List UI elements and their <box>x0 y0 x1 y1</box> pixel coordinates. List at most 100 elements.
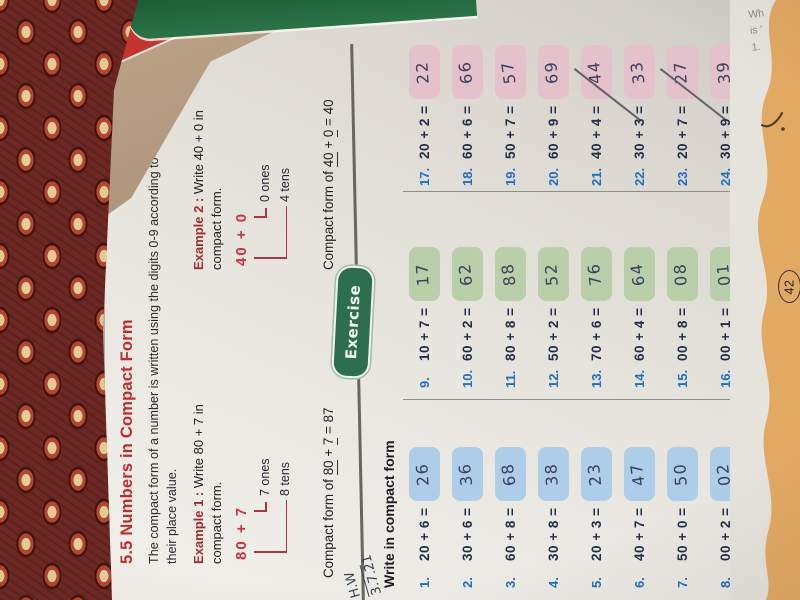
item-number: 7. <box>674 577 690 588</box>
handwritten-answer: 23 <box>583 461 606 488</box>
answer-box: 27 <box>666 45 698 100</box>
exercise-item: 13. 70 + 6 = 76 <box>579 247 613 388</box>
handwritten-answer: 64 <box>626 261 649 288</box>
item-number: 19. <box>502 167 518 186</box>
example-2-instruction: Write 40 + 0 in <box>191 110 206 195</box>
showthrough-text: 1. <box>751 40 762 54</box>
item-expression: 10 + 7 = <box>416 307 432 361</box>
example-1-compact-form-line: Compact form of 80 + 7 = 87 <box>321 407 338 578</box>
handwritten-answer: 33 <box>626 59 649 86</box>
handwritten-answer: 57 <box>497 59 520 86</box>
item-number: 10. <box>459 369 475 388</box>
section-title: 5.5 Numbers in Compact Form <box>118 319 136 564</box>
exercise-item: 19. 50 + 7 = 57 <box>493 45 527 186</box>
compact-result: 40 <box>321 99 336 115</box>
item-number: 11. <box>502 370 518 388</box>
exercise-banner: Exercise <box>333 267 373 377</box>
item-number: 1. <box>416 577 432 588</box>
answer-box: 17 <box>408 247 440 302</box>
handwritten-answer: 47 <box>626 461 649 488</box>
answer-box: 68 <box>494 447 526 502</box>
item-expression: 60 + 9 = <box>545 105 561 159</box>
example-1-instruction-2: compact form. <box>209 481 224 564</box>
answer-box: 62 <box>451 247 483 302</box>
item-expression: 30 + 6 = <box>459 507 475 561</box>
item-expression: 30 + 3 = <box>631 105 647 159</box>
exercise-item: 4. 30 + 8 = 38 <box>536 447 570 588</box>
answer-box: 88 <box>494 247 526 302</box>
item-expression: 00 + 8 = <box>674 307 690 361</box>
exercise-item: 9. 10 + 7 = 17 <box>407 247 441 388</box>
example-2-compact-form-line: Compact form of 40 + 0 = 40 <box>321 99 338 270</box>
page-number: 42 <box>782 279 797 294</box>
exercise-item: 20. 60 + 9 = 69 <box>536 45 570 186</box>
exercise-item: 5. 20 + 3 = 23 <box>579 447 613 588</box>
item-expression: 20 + 7 = <box>674 105 690 159</box>
ones-label: 7 ones <box>258 458 272 496</box>
bracket-line <box>285 206 287 259</box>
exercise-item: 22. 30 + 3 = 33 <box>622 45 656 186</box>
item-number: 21. <box>588 167 604 186</box>
answer-box: 64 <box>623 247 655 302</box>
item-number: 4. <box>545 577 561 588</box>
example-1: Example 1 : Write 80 + 7 in compact form… <box>191 279 309 564</box>
example-1-instruction: Write 80 + 7 in <box>191 404 206 489</box>
bracket-line <box>254 551 287 553</box>
exercise-item: 2. 30 + 6 = 36 <box>450 447 484 588</box>
handwritten-answer: 08 <box>670 262 691 287</box>
equals-sign: = <box>321 426 336 434</box>
answer-box: 36 <box>451 447 483 502</box>
column-divider <box>403 190 739 192</box>
item-expression: 50 + 2 = <box>545 307 561 361</box>
handwritten-answer: 76 <box>583 261 606 288</box>
item-expression: 60 + 2 = <box>459 307 475 361</box>
item-expression: 40 + 4 = <box>588 105 604 159</box>
bracket-line <box>254 257 287 259</box>
item-expression: 20 + 3 = <box>588 507 604 561</box>
item-expression: 20 + 6 = <box>416 507 432 561</box>
handwritten-answer: 38 <box>541 462 562 487</box>
handwritten-answer: 50 <box>670 462 691 487</box>
handwritten-answer: 62 <box>454 261 477 288</box>
tens-label: 4 tens <box>278 167 292 202</box>
handwritten-answer: 88 <box>497 261 520 288</box>
textbook-page: 5.5 Numbers in Compact Form The compact … <box>105 0 745 600</box>
exercise-item: 11. 80 + 8 = 88 <box>493 247 527 388</box>
exercise-item: 23. 20 + 7 = 27 <box>660 45 728 186</box>
exercise-heading: Write in compact form <box>381 440 397 588</box>
answer-box: 33 <box>623 45 655 100</box>
answer-box: 38 <box>537 447 569 502</box>
exercise-item: 10. 60 + 2 = 62 <box>450 247 484 388</box>
answer-box: 26 <box>408 447 440 502</box>
example-2-expression: 40 + 0 <box>233 211 250 266</box>
exercise-item: 12. 50 + 2 = 52 <box>536 247 570 388</box>
item-number: 14. <box>631 369 647 388</box>
exercise-item: 3. 60 + 8 = 68 <box>493 447 527 588</box>
tens-label: 8 tens <box>278 461 292 496</box>
item-expression: 70 + 6 = <box>588 307 604 361</box>
item-expression: 30 + 8 = <box>545 507 561 561</box>
example-2-label: Example 2 : <box>191 197 206 270</box>
compact-ones-value: 7 <box>321 437 338 446</box>
compact-ones-value: 0 <box>321 129 338 138</box>
bracket-line <box>285 500 287 553</box>
item-number: 23. <box>674 167 690 186</box>
item-expression: 80 + 8 = <box>502 307 518 361</box>
exercise-item: 18. 60 + 6 = 66 <box>450 45 484 186</box>
example-1-label: Example 1 : <box>191 491 206 564</box>
handwritten-answer: 17 <box>412 262 433 287</box>
exercise-item: 14. 60 + 4 = 64 <box>622 247 656 388</box>
answer-box: 69 <box>537 45 569 100</box>
item-number: 2. <box>459 577 475 588</box>
equals-sign: = <box>321 118 336 126</box>
item-expression: 50 + 0 = <box>674 507 690 561</box>
answer-box: 52 <box>537 247 569 302</box>
item-expression: 60 + 6 = <box>459 105 475 159</box>
page-bottom-wavy-band <box>757 0 800 600</box>
answer-box: 08 <box>666 247 698 302</box>
plus-sign: + <box>321 448 336 457</box>
answer-box: 23 <box>580 447 612 502</box>
showthrough-text: Wh <box>747 7 765 21</box>
item-expression: 20 + 2 = <box>416 105 432 159</box>
answer-box: 66 <box>451 45 483 100</box>
